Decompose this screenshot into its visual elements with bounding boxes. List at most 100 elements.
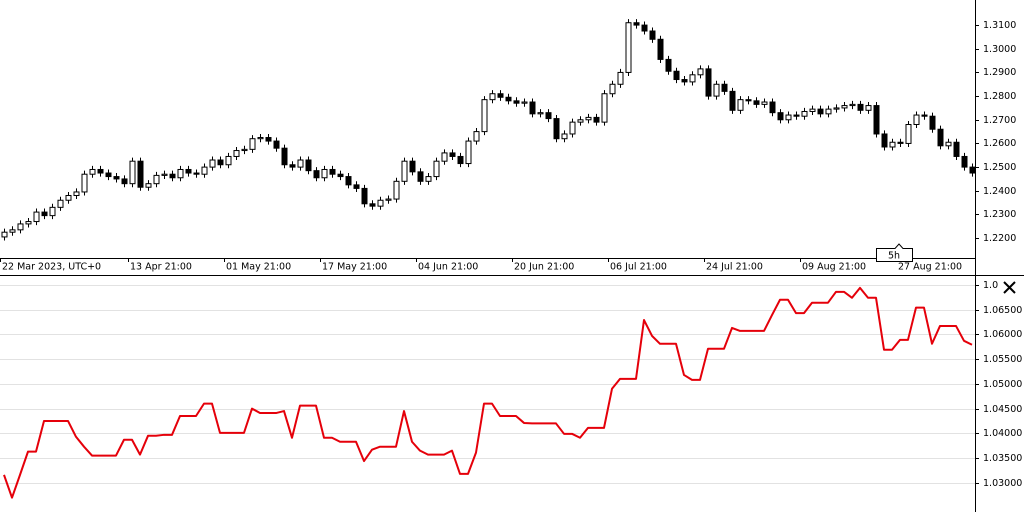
- y-tick-label: 1.2300: [983, 209, 1016, 220]
- candle-body: [585, 116, 592, 121]
- candle-body: [801, 110, 808, 117]
- candle-body: [785, 114, 792, 121]
- candle-body: [9, 229, 16, 233]
- price-panel: 1.2200 1.2300 1.2400 1.2500 1.2600 1.2700 1.28…: [0, 19, 1016, 273]
- y-tick-label: 1.07: [983, 280, 1004, 291]
- candle-body: [273, 140, 280, 149]
- y-tick-label: 1.3100: [983, 20, 1016, 31]
- candle-body: [337, 173, 344, 178]
- badge-box: [876, 243, 913, 262]
- candle-body: [329, 168, 336, 175]
- candle-body: [441, 152, 448, 162]
- candle-body: [489, 93, 496, 101]
- candle-body: [41, 211, 48, 217]
- candle-body: [97, 168, 104, 174]
- close-icon[interactable]: [1003, 281, 1016, 294]
- candle-body: [449, 152, 456, 157]
- y-tick-label: 1.05500: [983, 354, 1022, 365]
- candle-body: [657, 38, 664, 60]
- candle-body: [881, 133, 888, 148]
- candle-body: [57, 199, 64, 208]
- candle-body: [505, 96, 512, 102]
- x-tick-label: 24 Jul 21:00: [706, 262, 763, 273]
- candle-body: [105, 172, 112, 178]
- candle-body: [953, 141, 960, 157]
- candle-body: [369, 203, 376, 207]
- x-tick-label: 01 May 21:00: [226, 262, 291, 273]
- candle-body: [937, 128, 944, 147]
- y-tick-label: 1.06500: [983, 305, 1022, 316]
- candle-body: [385, 198, 392, 201]
- candle-body: [529, 101, 536, 115]
- candle-body: [353, 184, 360, 189]
- candle-body: [145, 183, 152, 188]
- y-tick-label: 1.03500: [983, 453, 1022, 464]
- candle-body: [673, 70, 680, 81]
- candle-body: [753, 100, 760, 105]
- candle-body: [401, 160, 408, 182]
- candle-body: [729, 90, 736, 111]
- x-tick-label: 20 Jun 21:00: [514, 262, 574, 273]
- candle-body: [89, 168, 96, 175]
- indicator-panel: 1.03000 1.03500 1.04000 1.04500 1.05000 1.055…: [0, 280, 1022, 499]
- y-tick-label: 1.03000: [983, 478, 1022, 489]
- y-tick-label: 1.2200: [983, 233, 1016, 244]
- candle-body: [81, 173, 88, 193]
- candle-body: [289, 164, 296, 168]
- candle-body: [873, 105, 880, 135]
- candle-body: [969, 166, 976, 174]
- candle-body: [857, 103, 864, 111]
- y-tick-label: 1.3000: [983, 44, 1016, 55]
- candle-body: [121, 178, 128, 185]
- candle-body: [281, 147, 288, 166]
- candle-body: [297, 159, 304, 168]
- candle-body: [17, 223, 24, 231]
- candle-body: [201, 166, 208, 175]
- candle-body: [913, 114, 920, 126]
- candle-body: [769, 101, 776, 114]
- candle-body: [705, 68, 712, 97]
- candle-body: [473, 131, 480, 142]
- candle-body: [865, 105, 872, 111]
- candle-body: [569, 121, 576, 135]
- candle-body: [521, 101, 528, 104]
- candle-body: [33, 211, 40, 223]
- candle-body: [153, 174, 160, 185]
- candle-body: [921, 114, 928, 117]
- candle-body: [713, 83, 720, 97]
- candle-body: [497, 93, 504, 98]
- x-tick-label: 04 Jun 21:00: [418, 262, 478, 273]
- x-tick-label: 06 Jul 21:00: [610, 262, 667, 273]
- candle-body: [393, 180, 400, 200]
- candle-body: [225, 155, 232, 166]
- indicator-line: [3, 286, 973, 499]
- candle-body: [681, 79, 688, 83]
- candle-body: [545, 112, 552, 120]
- candle-body: [25, 221, 32, 225]
- candle-body: [481, 99, 488, 133]
- candle-body: [49, 206, 56, 217]
- y-tick-label: 1.2800: [983, 91, 1016, 102]
- candle-body: [689, 74, 696, 83]
- candle-body: [609, 83, 616, 95]
- candle-body: [1, 231, 8, 238]
- y-tick-label: 1.04500: [983, 404, 1022, 415]
- candle-body: [649, 30, 656, 40]
- candle-body: [161, 173, 168, 176]
- candle-body: [737, 99, 744, 111]
- candle-body: [513, 100, 520, 104]
- candle-body: [625, 22, 632, 73]
- candle-body: [601, 93, 608, 123]
- close-button[interactable]: [997, 276, 1022, 300]
- y-tick-label: 1.2900: [983, 67, 1016, 78]
- candle-body: [313, 170, 320, 179]
- candle-body: [745, 99, 752, 102]
- x-tick-label: 09 Aug 21:00: [802, 262, 866, 273]
- candle-body: [241, 148, 248, 152]
- candle-body: [841, 105, 848, 109]
- candle-body: [169, 173, 176, 179]
- x-tick-label: 13 Apr 21:00: [130, 262, 192, 273]
- y-tick-label: 1.2500: [983, 162, 1016, 173]
- candle-body: [457, 155, 464, 165]
